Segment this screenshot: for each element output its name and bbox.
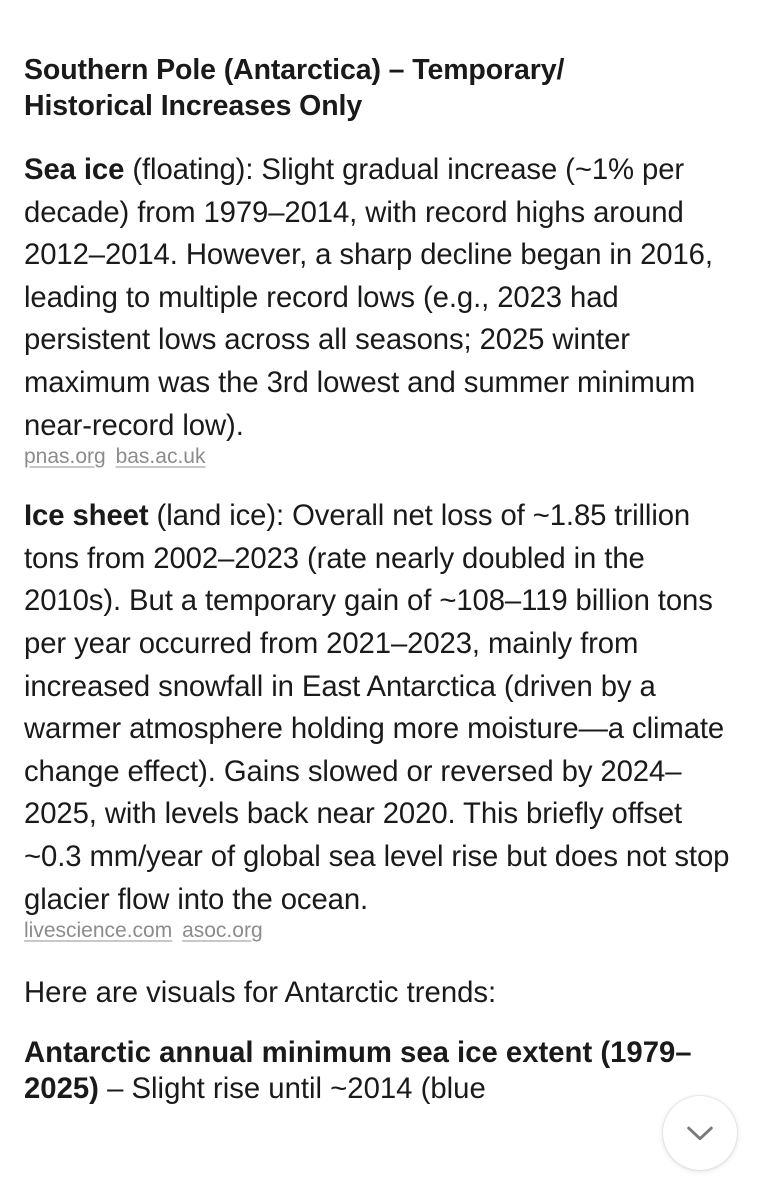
response-content: Southern Pole (Antarctica) – Temporary/ … [24,52,746,1107]
visual-item: Antarctic annual minimum sea ice extent … [24,1035,746,1107]
source-link-asoc[interactable]: asoc.org [182,919,263,943]
sea-ice-term: Sea ice [24,153,125,186]
sea-ice-paragraph: Sea ice (floating): Slight gradual incre… [24,149,746,447]
scroll-to-bottom-button[interactable] [663,1096,737,1170]
ice-sheet-text: (land ice): Overall net loss of ~1.85 tr… [24,499,730,916]
source-link-bas[interactable]: bas.ac.uk [115,445,206,469]
ice-sheet-sources: livescience.com asoc.org [24,918,746,944]
sea-ice-sources: pnas.org bas.ac.uk [24,444,746,470]
source-link-pnas[interactable]: pnas.org [24,445,106,469]
sea-ice-text: (floating): Slight gradual increase (~1%… [24,153,713,442]
source-link-livescience[interactable]: livescience.com [24,919,173,943]
ice-sheet-term: Ice sheet [24,499,149,533]
visual-item-text: – Slight rise until ~2014 (blue [98,1071,486,1105]
visual-item-title: Antarctic annual minimum sea ice extent … [24,1035,692,1105]
section-heading: Southern Pole (Antarctica) – Temporary/ … [24,52,746,124]
section-heading-line1: Southern Pole (Antarctica) – Temporary/ [24,54,565,86]
chevron-down-icon [687,1126,713,1141]
visuals-intro: Here are visuals for Antarctic trends: [24,976,497,1010]
ice-sheet-paragraph: Ice sheet (land ice): Overall net loss o… [24,495,746,921]
section-heading-line2: Historical Increases Only [24,90,363,122]
